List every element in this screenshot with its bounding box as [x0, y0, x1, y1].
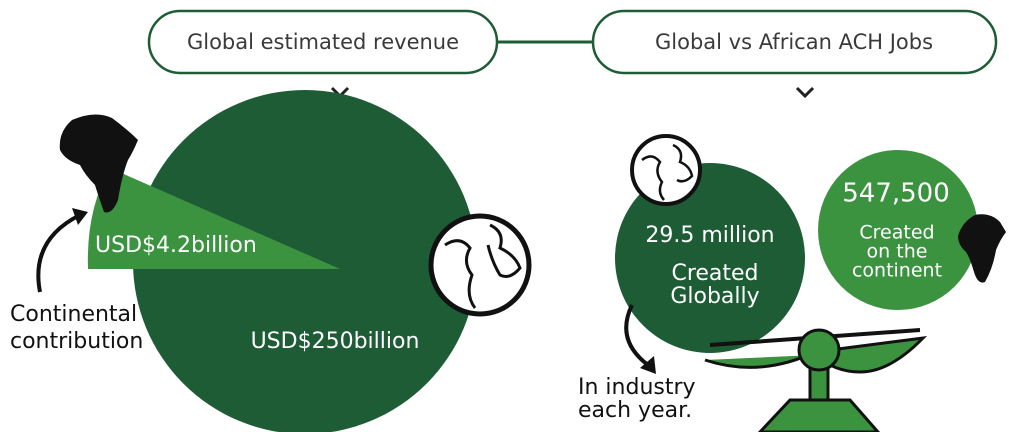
arrowhead: [640, 356, 656, 374]
africa-icon: [59, 114, 138, 213]
scale-icon: [704, 328, 928, 432]
arrowhead: [72, 208, 88, 225]
global-jobs-circle: [615, 163, 805, 353]
globe-icon: [630, 134, 702, 206]
label: Created: [671, 261, 758, 286]
africa-icon: [958, 214, 1006, 283]
arrow: [36, 213, 81, 293]
pill-title: Global vs African ACH Jobs: [655, 30, 933, 54]
label: continent: [852, 260, 942, 282]
note: In industry: [578, 375, 696, 400]
global-value: USD$250billion: [251, 329, 420, 354]
continent-jobs-circle: [818, 150, 978, 310]
continent-value: USD$4.2billion: [95, 233, 257, 258]
label: on the: [867, 241, 928, 263]
pill: [591, 9, 998, 75]
label: contribution: [10, 329, 143, 354]
pill: [147, 9, 499, 75]
continent-jobs-value: 547,500: [842, 179, 950, 209]
chevron: [795, 86, 815, 99]
note: each year.: [578, 398, 692, 423]
label: Continental: [10, 302, 137, 327]
label: Globally: [670, 284, 759, 309]
label: Created: [859, 222, 934, 244]
pill-title: Global estimated revenue: [187, 30, 459, 54]
globe-icon: [428, 213, 532, 317]
arrow: [624, 304, 650, 367]
global-jobs-value: 29.5 million: [645, 223, 774, 248]
continent-slice: [87, 168, 340, 269]
